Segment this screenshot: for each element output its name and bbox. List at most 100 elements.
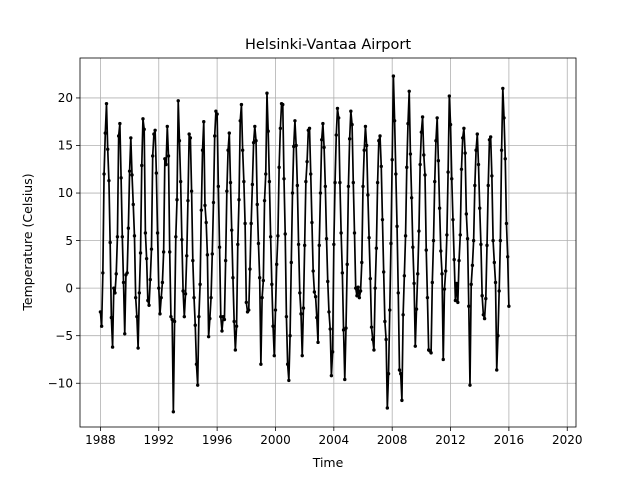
data-point <box>288 334 292 338</box>
data-point <box>401 313 405 317</box>
data-point <box>118 121 122 126</box>
data-point <box>205 253 210 257</box>
data-point <box>109 315 114 320</box>
data-point <box>352 231 357 235</box>
data-point <box>249 221 253 226</box>
data-point <box>491 238 495 243</box>
data-point <box>236 242 240 247</box>
data-point <box>141 117 145 121</box>
data-point <box>285 362 290 366</box>
y-tick-label: −10 <box>48 376 73 390</box>
data-point <box>113 291 117 295</box>
data-point <box>394 172 398 176</box>
data-point <box>107 178 111 183</box>
data-point <box>456 300 460 305</box>
data-point <box>431 238 436 243</box>
data-point <box>310 220 314 225</box>
data-point <box>262 198 267 203</box>
data-point <box>247 308 251 312</box>
data-point <box>191 258 195 263</box>
data-point <box>402 274 407 278</box>
data-point <box>276 234 280 238</box>
data-point <box>282 177 286 181</box>
data-point <box>504 221 509 226</box>
data-point <box>412 281 416 286</box>
data-point <box>490 174 494 178</box>
data-point <box>106 147 110 151</box>
data-point <box>296 242 301 247</box>
data-point <box>120 235 125 239</box>
data-point <box>160 280 165 285</box>
data-point <box>341 328 346 332</box>
data-point <box>416 272 420 276</box>
series-markers <box>98 74 511 414</box>
data-point <box>166 154 171 158</box>
data-point <box>148 277 152 282</box>
data-point <box>137 291 142 295</box>
data-point <box>194 362 199 366</box>
data-point <box>143 231 148 235</box>
data-point <box>305 159 309 164</box>
x-axis: 1988 1992 1996 2000 2004 2008 2012 2016 2020 <box>85 427 583 447</box>
data-point <box>340 271 345 275</box>
data-point <box>419 130 424 134</box>
data-point <box>174 235 178 239</box>
data-point <box>108 240 112 245</box>
data-point <box>152 132 156 136</box>
data-point <box>313 295 318 299</box>
data-point <box>131 202 135 207</box>
data-point <box>503 157 507 161</box>
data-point <box>405 165 409 170</box>
data-point <box>266 129 270 133</box>
data-point <box>435 116 439 120</box>
data-point <box>379 164 383 169</box>
data-point <box>149 247 154 251</box>
data-point <box>324 237 329 241</box>
data-point <box>339 231 343 235</box>
data-point <box>493 280 498 285</box>
data-point <box>332 242 336 247</box>
data-point <box>112 286 116 290</box>
data-point <box>413 344 417 348</box>
data-point <box>487 138 492 142</box>
data-point <box>98 310 103 314</box>
data-point <box>418 162 422 167</box>
data-point <box>471 238 476 243</box>
data-point <box>226 148 230 152</box>
data-point <box>237 198 241 202</box>
data-point <box>195 383 200 387</box>
data-point <box>239 102 244 107</box>
x-tick-label: 1992 <box>144 433 175 447</box>
data-point <box>381 270 386 274</box>
data-point <box>458 233 462 237</box>
data-point <box>103 131 107 135</box>
data-point <box>138 251 143 255</box>
data-point <box>386 372 391 376</box>
x-tick-label: 2012 <box>435 433 466 447</box>
data-point <box>271 324 275 328</box>
data-point <box>360 260 364 265</box>
data-point <box>396 291 400 295</box>
data-point <box>186 198 190 203</box>
data-point <box>501 86 505 91</box>
data-point <box>157 286 161 290</box>
data-point <box>377 139 381 143</box>
data-point <box>337 116 341 120</box>
data-point <box>459 167 464 171</box>
data-point <box>414 307 419 311</box>
data-point <box>127 169 132 173</box>
data-point <box>437 206 442 210</box>
data-point <box>163 157 167 161</box>
data-point <box>347 137 352 141</box>
data-point <box>182 314 187 319</box>
data-point <box>389 241 393 246</box>
data-point <box>335 106 340 111</box>
data-point <box>496 334 500 338</box>
data-point <box>234 324 239 328</box>
data-point <box>277 165 281 170</box>
data-point <box>202 120 206 124</box>
x-tick-label: 2016 <box>494 433 525 447</box>
data-point <box>439 249 443 253</box>
data-point <box>443 269 448 273</box>
y-axis: −10 −5 0 5 10 15 20 <box>48 91 80 390</box>
